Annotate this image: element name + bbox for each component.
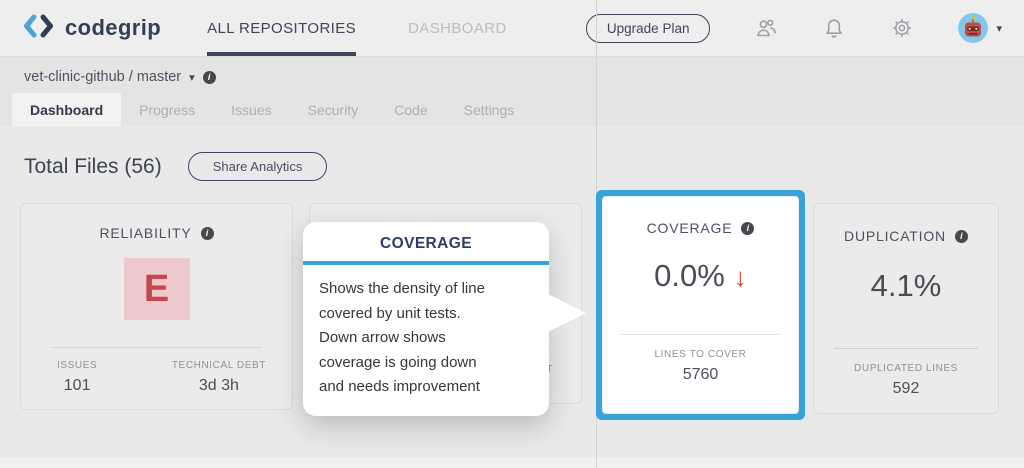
nav-dashboard[interactable]: DASHBOARD: [408, 0, 507, 56]
trend-down-arrow-icon: ↓: [733, 262, 747, 292]
nav-all-repositories[interactable]: ALL REPOSITORIES: [207, 0, 357, 56]
technical-debt-stat: TECHNICAL DEBT 3d 3h: [172, 360, 266, 395]
breadcrumb-row: vet-clinic-github / master ▾ i: [0, 57, 1024, 93]
user-menu[interactable]: ▾: [958, 13, 1002, 43]
reliability-rating-badge: E: [123, 258, 190, 320]
coverage-tooltip-title: COVERAGE: [380, 235, 472, 252]
bottom-strip: [0, 457, 1024, 468]
tab-settings[interactable]: Settings: [446, 93, 533, 126]
coverage-card-highlight: COVERAGE i 0.0% ↓ LINES TO COVER 5760: [596, 190, 805, 420]
technical-debt-stat-label: TECHNICAL DEBT: [171, 360, 266, 371]
issues-stat-value: 101: [63, 377, 91, 394]
toolbar: Total Files (56) Share Analytics: [0, 126, 1024, 181]
lines-to-cover-label: LINES TO COVER: [654, 349, 747, 360]
codegrip-logo[interactable]: codegrip: [22, 11, 161, 46]
duplicated-lines-stat: DUPLICATED LINES 592: [814, 363, 998, 398]
page-title: Total Files (56): [24, 154, 162, 178]
tab-dashboard-label: Dashboard: [30, 101, 104, 118]
breadcrumb-info-icon[interactable]: i: [202, 70, 216, 84]
lines-to-cover-value: 5760: [682, 366, 719, 383]
avatar: [958, 13, 989, 43]
coverage-card[interactable]: COVERAGE i 0.0% ↓ LINES TO COVER 5760: [602, 196, 799, 414]
sub-header-band: vet-clinic-github / master ▾ i Dashboard…: [0, 57, 1024, 126]
nav-all-repositories-label: ALL REPOSITORIES: [207, 19, 357, 37]
header-actions: Upgrade Plan: [585, 13, 1002, 43]
breadcrumb[interactable]: vet-clinic-github / master: [24, 69, 182, 85]
breadcrumb-caret-icon[interactable]: ▾: [189, 71, 195, 84]
duplication-info-icon[interactable]: i: [954, 229, 968, 243]
notifications-bell-icon[interactable]: [822, 16, 846, 40]
coverage-info-icon[interactable]: i: [741, 221, 755, 235]
issues-stat-label: ISSUES: [57, 360, 98, 371]
tab-issues[interactable]: Issues: [213, 93, 289, 126]
duplication-card[interactable]: DUPLICATION i 4.1% DUPLICATED LINES 592: [813, 203, 999, 414]
nav-dashboard-label: DASHBOARD: [408, 19, 507, 37]
coverage-tooltip: COVERAGE Shows the density of line cover…: [303, 222, 586, 416]
share-analytics-button[interactable]: Share Analytics: [187, 152, 328, 181]
coverage-percent: 0.0%: [654, 258, 725, 293]
tab-dashboard[interactable]: Dashboard: [12, 93, 122, 126]
card-divider: [620, 334, 781, 335]
coverage-value: 0.0% ↓: [603, 258, 798, 294]
duplicated-lines-value: 592: [892, 380, 920, 397]
tab-issues-label: Issues: [231, 101, 272, 118]
reliability-card-title: RELIABILITY: [99, 225, 192, 241]
tab-code[interactable]: Code: [376, 93, 445, 126]
repo-tabs: Dashboard Progress Issues Security Code …: [0, 93, 1024, 126]
tab-code-label: Code: [394, 101, 428, 118]
tab-settings-label: Settings: [463, 101, 515, 118]
duplicated-lines-label: DUPLICATED LINES: [854, 363, 958, 374]
tab-security-label: Security: [307, 101, 359, 118]
primary-nav: ALL REPOSITORIES DASHBOARD: [207, 0, 507, 56]
card-divider: [50, 347, 263, 348]
codegrip-logo-icon: [22, 11, 56, 46]
logo-text: codegrip: [65, 15, 162, 40]
reliability-card[interactable]: RELIABILITY i E ISSUES 101 TECHNICAL DEB…: [20, 203, 293, 410]
lines-to-cover-stat: LINES TO COVER 5760: [603, 349, 798, 384]
settings-gear-icon[interactable]: [890, 16, 914, 40]
team-icon[interactable]: [754, 16, 778, 40]
chevron-down-icon: ▾: [996, 22, 1002, 35]
reliability-info-icon[interactable]: i: [200, 226, 214, 240]
coverage-tooltip-body: Shows the density of line covered by uni…: [319, 280, 485, 395]
coverage-tooltip-accent-rule: [303, 261, 549, 265]
tab-progress[interactable]: Progress: [121, 93, 213, 126]
duplication-card-title: DUPLICATION: [844, 228, 946, 244]
coverage-card-title: COVERAGE: [646, 220, 733, 236]
upgrade-plan-button[interactable]: Upgrade Plan: [585, 13, 711, 43]
top-header: codegrip ALL REPOSITORIES DASHBOARD Upgr…: [0, 0, 1024, 57]
technical-debt-stat-value: 3d 3h: [198, 377, 239, 394]
card-divider: [834, 348, 978, 349]
duplication-value: 4.1%: [870, 268, 942, 303]
tab-security[interactable]: Security: [290, 93, 377, 126]
issues-stat: ISSUES 101: [57, 360, 97, 395]
tab-progress-label: Progress: [139, 101, 196, 118]
